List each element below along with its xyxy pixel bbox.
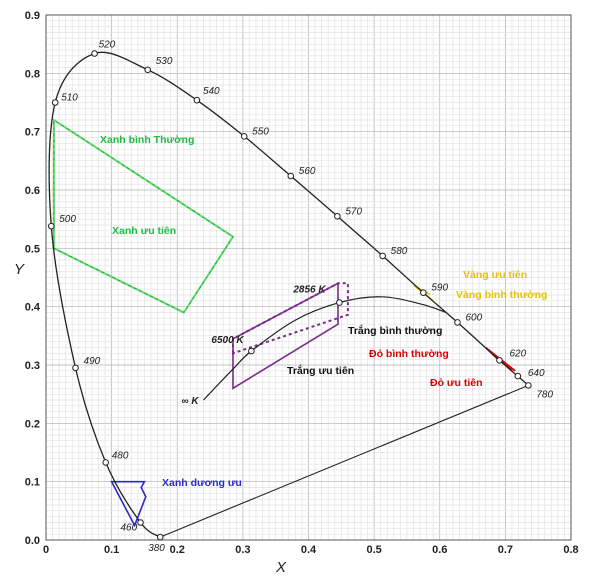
label-trang-uu-tien: Trắng ưu tiên	[287, 364, 354, 377]
label-xanh-duong-uu: Xanh dương ưu	[162, 477, 242, 489]
x-axis-title: X	[275, 559, 287, 576]
y-tick-label: 0.8	[25, 68, 40, 80]
y-tick-label: 0.5	[25, 243, 40, 255]
x-tick-label: 0	[43, 544, 49, 556]
wavelength-label: 460	[121, 523, 138, 534]
plot-frame	[45, 14, 572, 541]
wavelength-label: 620	[509, 348, 526, 359]
locus-point-620	[496, 357, 503, 364]
locus-point-580	[379, 252, 386, 260]
wavelength-label: 540	[203, 86, 220, 97]
temperature-label: 6500 K	[211, 335, 244, 346]
wavelength-label: 580	[391, 246, 408, 257]
wavelength-label: 600	[465, 312, 482, 323]
x-tick-label: 0.4	[301, 544, 317, 556]
y-tick-label: 0.2	[25, 418, 40, 430]
locus-point-640	[514, 372, 522, 380]
wavelength-label: 530	[156, 56, 173, 67]
locus-point-460	[137, 519, 144, 526]
temperature-label: 2856 K	[292, 285, 326, 296]
spectral-locus-layer: 380 460 480 490 500 510 520 530 540 550 560 570 580 5…	[47, 40, 553, 554]
y-tick-label: 0.9	[25, 10, 40, 22]
label-vang-uu-tien: Vàng ưu tiên	[463, 269, 527, 281]
temperature-label: ∞ K	[182, 396, 200, 407]
locus-point-480	[102, 459, 110, 466]
wavelength-label: 780	[536, 389, 553, 400]
planck-point	[336, 299, 343, 306]
locus-point-520	[91, 50, 98, 57]
locus-point-510	[51, 99, 59, 106]
x-tick-label: 0.8	[563, 544, 578, 556]
locus-point-570	[334, 212, 341, 220]
y-tick-label: 0.3	[25, 360, 40, 372]
wavelength-label: 380	[148, 543, 165, 554]
wavelength-label: 510	[61, 93, 78, 104]
locus-point-540	[193, 96, 201, 104]
planck-point	[248, 347, 255, 355]
wavelength-label: 570	[345, 206, 362, 217]
planckian-locus-layer: 6500 K 2856 K ∞ K	[182, 285, 447, 407]
label-xanh-binh-thuong: Xanh bình Thường	[100, 134, 194, 146]
tick-labels: 0 0.1 0.2 0.3 0.4 0.5 0.6 0.7 0.8 0.0 0.1 0.2 0.3 0.4…	[25, 10, 579, 556]
label-xanh-uu-tien: Xanh ưu tiên	[112, 225, 176, 237]
wavelength-label: 490	[84, 356, 101, 367]
x-tick-label: 0.7	[498, 544, 513, 556]
y-tick-label: 0.7	[25, 127, 40, 139]
x-tick-label: 0.3	[235, 544, 250, 556]
wavelength-label: 480	[112, 450, 129, 461]
locus-point-600	[454, 319, 461, 326]
locus-point-380	[156, 533, 164, 541]
region-xanh-duong-uu	[110, 480, 147, 528]
label-do-uu-tien: Đỏ ưu tiên	[430, 377, 483, 389]
purple-line	[159, 384, 529, 538]
y-axis-title: Y	[14, 261, 25, 278]
x-tick-label: 0.6	[432, 544, 447, 556]
wavelength-label: 640	[528, 368, 545, 379]
locus-point-590	[420, 289, 427, 296]
wavelength-label: 500	[59, 214, 76, 225]
locus-point-530	[144, 66, 152, 74]
planckian-locus-curve	[203, 296, 447, 401]
locus-point-490	[72, 364, 79, 372]
locus-point-550	[240, 133, 248, 140]
locus-point-780	[525, 382, 532, 389]
y-tick-label: 0.6	[25, 185, 40, 197]
locus-point-560	[287, 172, 295, 180]
region-trang-uu-tien	[232, 281, 339, 390]
x-tick-label: 0.5	[366, 544, 381, 556]
y-tick-label: 0.4	[25, 302, 41, 314]
label-vang-binh-thuong: Vàng bình thường	[456, 289, 547, 301]
wavelength-label: 560	[299, 166, 316, 177]
wavelength-label: 550	[252, 126, 269, 137]
label-do-binh-thuong: Đỏ bình thường	[369, 348, 449, 360]
x-tick-label: 0.1	[104, 544, 119, 556]
label-trang-binh-thuong: Trắng bình thường	[348, 324, 442, 337]
locus-point-500	[47, 222, 55, 230]
x-tick-label: 0.2	[170, 544, 185, 556]
region-xanh-binh-thuong	[53, 118, 235, 314]
y-tick-label: 0.0	[25, 535, 40, 547]
wavelength-label: 590	[431, 283, 448, 294]
y-tick-label: 0.1	[25, 477, 40, 489]
wavelength-label: 520	[99, 40, 116, 51]
